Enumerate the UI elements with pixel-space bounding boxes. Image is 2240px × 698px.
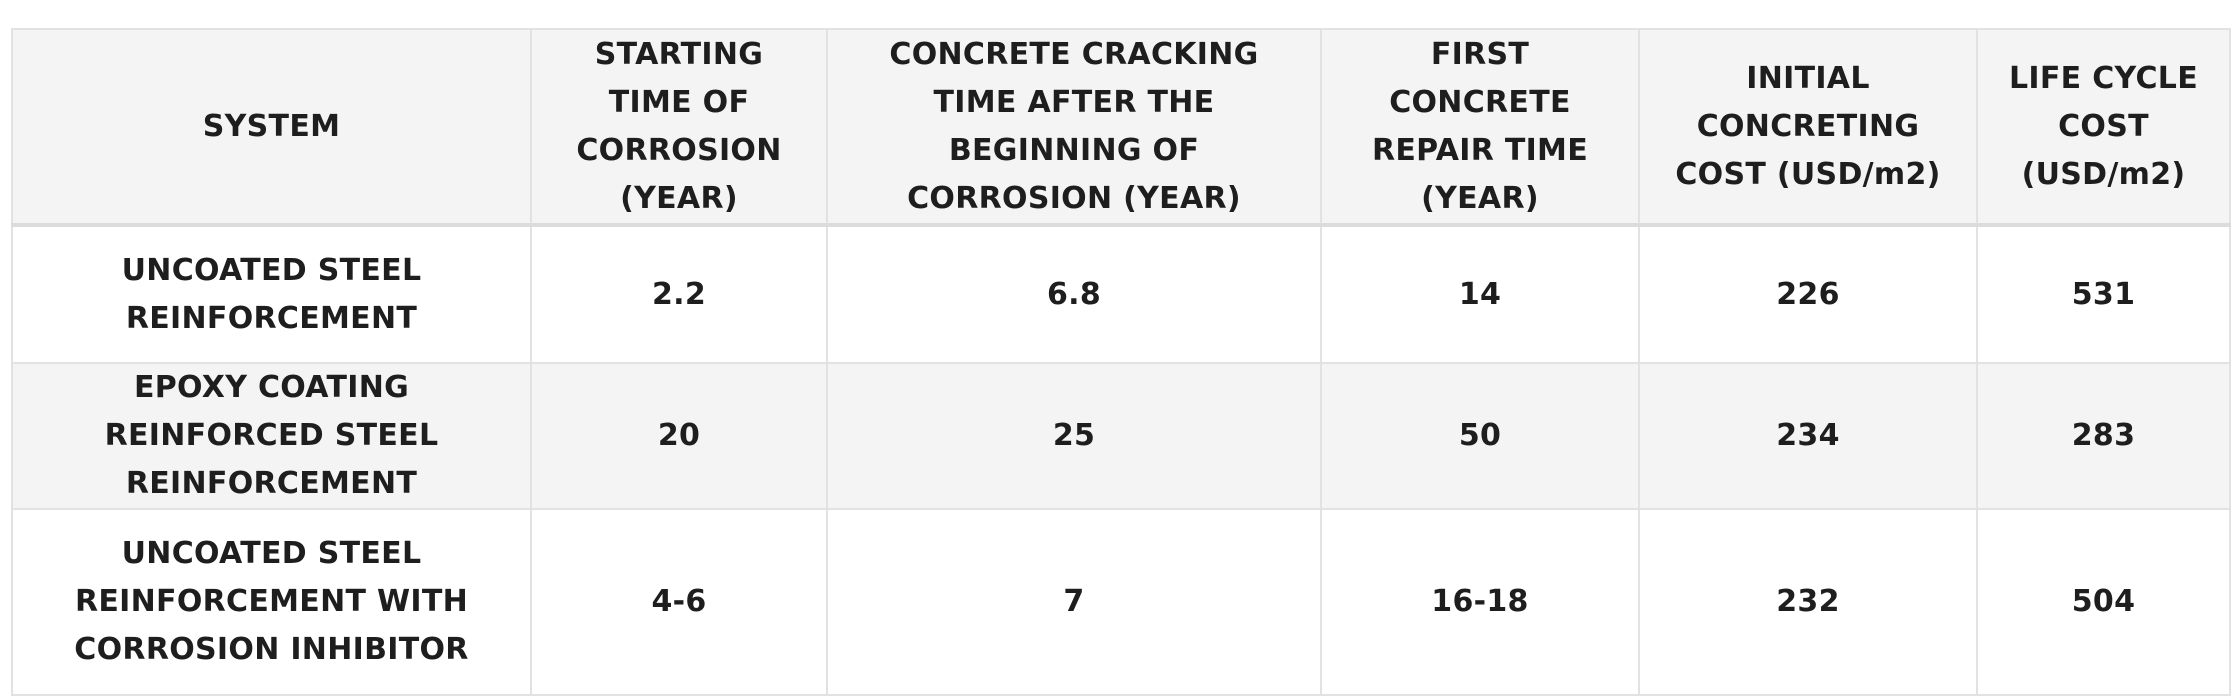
cell-starting-time: 4-6 xyxy=(530,508,828,696)
cell-initial-cost: 226 xyxy=(1638,224,1978,364)
comparison-table: SYSTEM STARTING TIME OF CORROSION (YEAR)… xyxy=(11,28,2231,696)
cell-repair-time: 14 xyxy=(1320,224,1640,364)
table-container: SYSTEM STARTING TIME OF CORROSION (YEAR)… xyxy=(11,28,2231,696)
cell-repair-time: 50 xyxy=(1320,362,1640,510)
table-row: EPOXY COATING REINFORCED STEEL REINFORCE… xyxy=(11,362,2231,510)
header-initial-cost: INITIAL CONCRETING COST (USD/m2) xyxy=(1638,28,1978,227)
header-repair-time: FIRST CONCRETE REPAIR TIME (YEAR) xyxy=(1320,28,1640,227)
cell-life-cycle-cost: 504 xyxy=(1976,508,2231,696)
header-starting-time: STARTING TIME OF CORROSION (YEAR) xyxy=(530,28,828,227)
cell-life-cycle-cost: 531 xyxy=(1976,224,2231,364)
cell-repair-time: 16-18 xyxy=(1320,508,1640,696)
table-row: UNCOATED STEEL REINFORCEMENT 2.2 6.8 14 … xyxy=(11,224,2231,364)
cell-starting-time: 2.2 xyxy=(530,224,828,364)
cell-system: UNCOATED STEEL REINFORCEMENT xyxy=(11,224,532,364)
cell-system: UNCOATED STEEL REINFORCEMENT WITH CORROS… xyxy=(11,508,532,696)
header-system: SYSTEM xyxy=(11,28,532,227)
cell-initial-cost: 232 xyxy=(1638,508,1978,696)
header-life-cycle-cost: LIFE CYCLE COST (USD/m2) xyxy=(1976,28,2231,227)
table-body: UNCOATED STEEL REINFORCEMENT 2.2 6.8 14 … xyxy=(11,224,2231,696)
cell-cracking-time: 7 xyxy=(826,508,1322,696)
cell-cracking-time: 25 xyxy=(826,362,1322,510)
table-row: UNCOATED STEEL REINFORCEMENT WITH CORROS… xyxy=(11,508,2231,696)
table-header: SYSTEM STARTING TIME OF CORROSION (YEAR)… xyxy=(11,28,2231,227)
cell-system: EPOXY COATING REINFORCED STEEL REINFORCE… xyxy=(11,362,532,510)
header-cracking-time: CONCRETE CRACKING TIME AFTER THE BEGINNI… xyxy=(826,28,1322,227)
cell-life-cycle-cost: 283 xyxy=(1976,362,2231,510)
cell-starting-time: 20 xyxy=(530,362,828,510)
cell-initial-cost: 234 xyxy=(1638,362,1978,510)
cell-cracking-time: 6.8 xyxy=(826,224,1322,364)
header-row: SYSTEM STARTING TIME OF CORROSION (YEAR)… xyxy=(11,28,2231,227)
